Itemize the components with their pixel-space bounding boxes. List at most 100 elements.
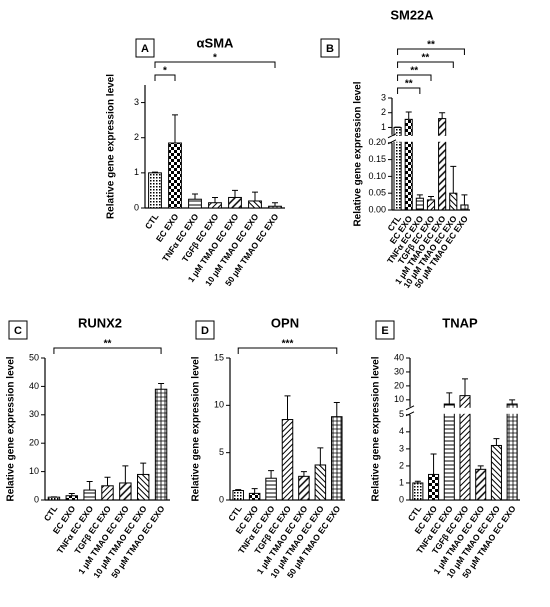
error-bar [446, 393, 452, 404]
y-tick-label: 10 [29, 466, 39, 476]
y-tick-label: 0.10 [368, 171, 386, 181]
error-bar [105, 477, 111, 486]
error-bar [317, 448, 323, 465]
y-axis-label: Relative gene expression level [6, 356, 17, 501]
axis-break [391, 136, 471, 142]
error-bar [272, 203, 278, 207]
bar [149, 173, 162, 208]
error-bar [450, 166, 456, 193]
y-tick-label: 3 [134, 97, 139, 107]
significance-label: *** [282, 339, 294, 350]
error-bar [334, 402, 340, 416]
error-bar [212, 197, 218, 202]
y-tick-label: 0 [399, 494, 404, 504]
y-tick-label: 0.05 [368, 188, 386, 198]
y-tick-label: 30 [29, 409, 39, 419]
bar [405, 119, 412, 210]
y-tick-label: 20 [29, 438, 39, 448]
y-tick-label: 2 [134, 132, 139, 142]
significance-label: ** [410, 66, 418, 77]
y-tick-label: 1 [381, 122, 386, 132]
bar [299, 476, 310, 500]
bar [427, 200, 434, 210]
y-tick-label: 0 [34, 494, 39, 504]
error-bar [462, 379, 468, 396]
error-bar [301, 472, 307, 477]
error-bar [268, 471, 274, 479]
bar [269, 206, 282, 208]
y-tick-label: 40 [29, 381, 39, 391]
y-tick-label: 20 [394, 380, 404, 390]
bar [138, 474, 149, 500]
error-bar [232, 190, 238, 197]
bar [189, 199, 202, 208]
axis-break [409, 408, 521, 414]
panel-letter: B [326, 43, 334, 55]
chart-title: TNAP [442, 315, 478, 330]
panel-letter: E [381, 325, 388, 337]
y-tick-label: 2 [381, 107, 386, 117]
significance-label: ** [104, 339, 112, 350]
bar [476, 469, 486, 500]
bar [249, 201, 262, 208]
error-bar [431, 454, 437, 474]
error-bar [493, 439, 499, 446]
y-tick-label: 0 [219, 494, 224, 504]
error-bar [252, 192, 258, 201]
y-tick-label: 10 [214, 400, 224, 410]
y-tick-label: 5 [219, 447, 224, 457]
significance-label: * [213, 53, 217, 64]
y-tick-label: 0.20 [368, 137, 386, 147]
y-tick-label: 0 [134, 202, 139, 212]
y-tick-label: 1 [134, 167, 139, 177]
panel-letter: C [14, 325, 22, 337]
bar [155, 389, 166, 500]
error-bar [406, 112, 412, 119]
bar [332, 417, 343, 500]
y-axis-label: Relative gene expression level [353, 81, 364, 226]
y-tick-label: 3 [381, 92, 386, 102]
bar [282, 420, 293, 500]
panel-letter: D [201, 325, 209, 337]
error-bar [509, 400, 515, 404]
y-tick-label: 0.00 [368, 204, 386, 214]
y-tick-label: 15 [214, 352, 224, 362]
error-bar [285, 396, 291, 420]
y-tick-label: 4 [399, 426, 404, 436]
bar [413, 483, 423, 500]
bar [439, 119, 446, 210]
bar [444, 404, 454, 500]
y-tick-label: 2 [399, 460, 404, 470]
y-axis-label: Relative gene expression level [371, 356, 382, 501]
y-tick-label: 10 [394, 394, 404, 404]
y-tick-label: 1 [399, 477, 404, 487]
chart-title: SM22A [390, 7, 434, 22]
y-tick-label: 40 [394, 352, 404, 362]
bar [416, 198, 423, 210]
bar [169, 143, 182, 208]
bar [450, 193, 457, 210]
significance-label: ** [427, 40, 435, 51]
error-bar [158, 384, 164, 390]
error-bar [417, 195, 423, 198]
significance-label: * [163, 66, 167, 77]
bar [507, 404, 517, 500]
significance-label: ** [422, 53, 430, 64]
bar [209, 203, 222, 208]
bar [461, 205, 468, 210]
bar [120, 483, 131, 500]
bar [48, 497, 59, 500]
bar [229, 197, 242, 208]
chart-title: OPN [271, 315, 299, 330]
error-bar [122, 466, 128, 483]
error-bar [252, 489, 258, 494]
bar [233, 491, 244, 500]
bar [315, 465, 326, 500]
bar [266, 478, 277, 500]
chart-title: αSMA [197, 35, 234, 50]
y-axis-label: Relative gene expression level [191, 356, 202, 501]
bar [66, 496, 77, 500]
error-bar [192, 194, 198, 199]
bar [102, 486, 113, 500]
